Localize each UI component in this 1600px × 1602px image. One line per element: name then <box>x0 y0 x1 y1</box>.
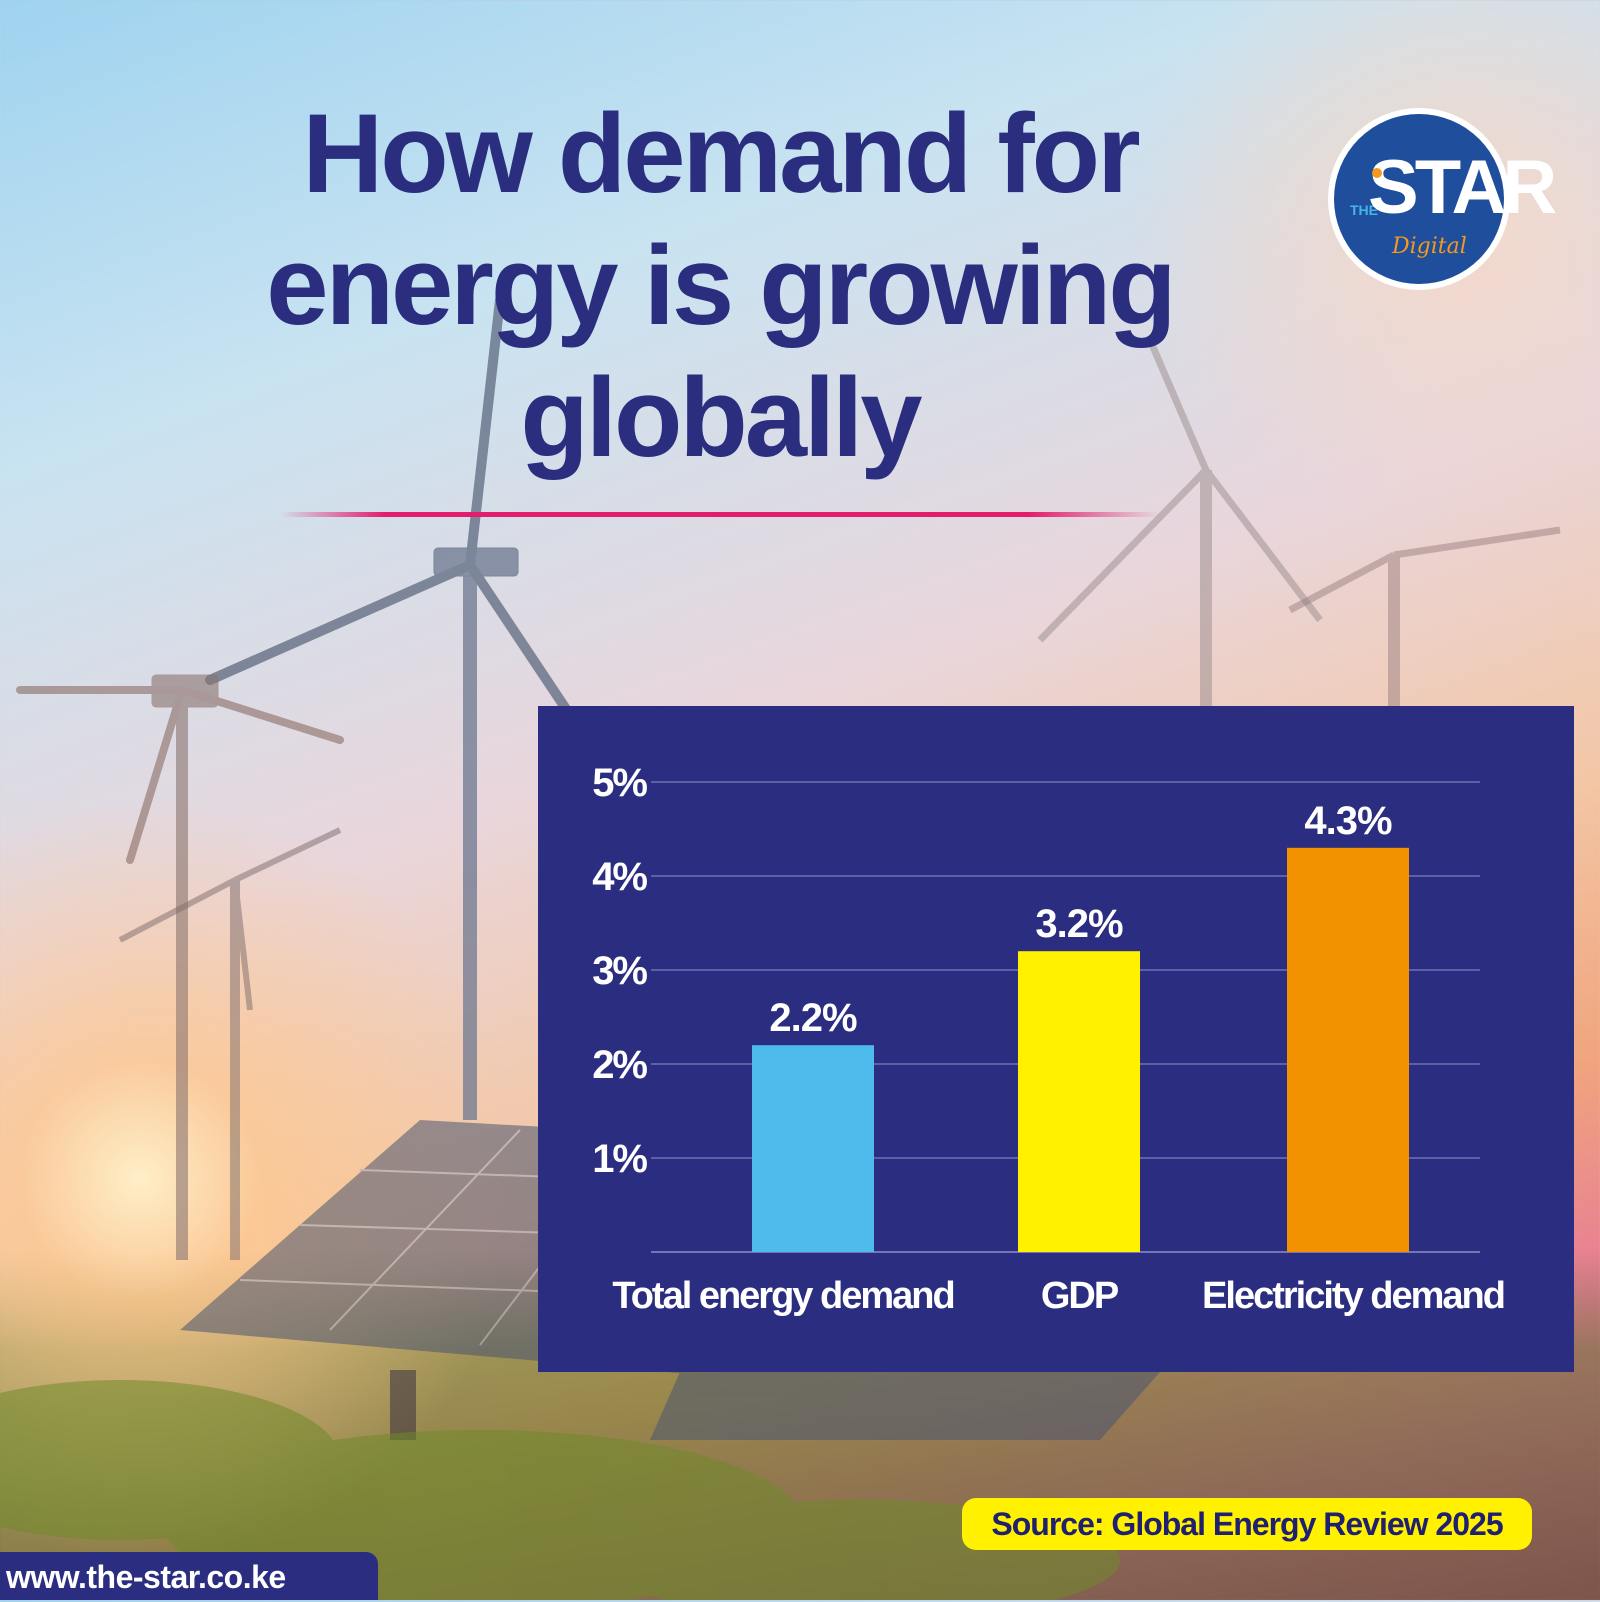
bar-value-label: 2.2% <box>769 996 857 1040</box>
website-url[interactable]: www.the-star.co.ke <box>0 1552 378 1600</box>
y-tick-label: 1% <box>592 1137 647 1181</box>
bar <box>1018 951 1140 1252</box>
wind-turbine-icon <box>1037 338 1323 710</box>
chart-panel: 1% 2% 3% 4% 5% 2.2% Total energy demand 3.2% GDP… <box>538 706 1574 1372</box>
title-divider <box>280 512 1160 517</box>
category-label: GDP <box>1041 1275 1119 1317</box>
wind-turbine-icon <box>205 295 605 1120</box>
page-title: How demand for energy is growing globall… <box>266 91 1176 480</box>
bar <box>752 1045 874 1252</box>
y-tick-label: 3% <box>592 949 647 993</box>
y-tick-label: 4% <box>592 855 647 899</box>
logo-digital-text: Digital <box>1392 234 1467 259</box>
category-label: Total energy demand <box>612 1275 953 1317</box>
star-icon <box>1372 168 1382 178</box>
bar-value-label: 3.2% <box>1035 902 1123 946</box>
bar-value-label: 4.3% <box>1304 799 1392 843</box>
bar-chart: 1% 2% 3% 4% 5% 2.2% Total energy demand 3.2% GDP… <box>592 761 1506 1317</box>
y-tick-label: 2% <box>592 1043 647 1087</box>
wind-turbine-icon <box>16 674 344 1260</box>
category-label: Electricity demand <box>1202 1275 1504 1317</box>
wind-turbine-icon <box>118 827 342 1260</box>
wind-turbine-icon <box>1288 526 1561 715</box>
logo-star-text: STAR <box>1368 145 1557 230</box>
source-label: Source: Global Energy Review 2025 <box>962 1498 1532 1550</box>
y-tick-label: 5% <box>592 761 647 805</box>
the-star-logo: THE STAR Digital <box>1328 108 1557 290</box>
logo-the-text: THE <box>1350 202 1378 218</box>
bar <box>1287 847 1409 1252</box>
